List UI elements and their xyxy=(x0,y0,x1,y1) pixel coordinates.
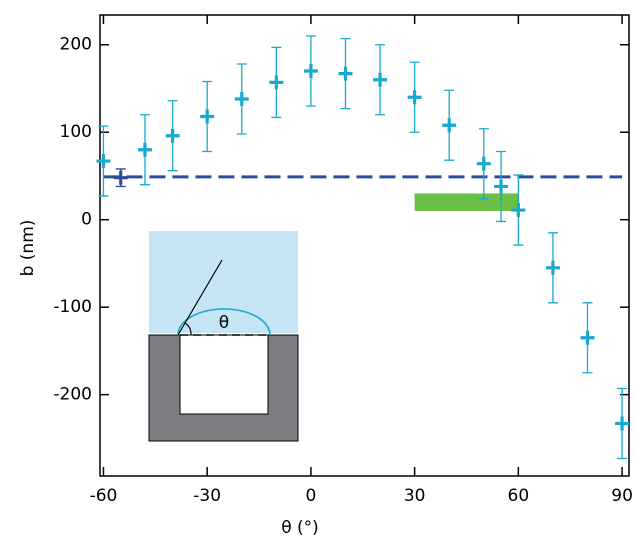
band xyxy=(414,193,519,211)
point xyxy=(338,66,353,81)
y-tick-label: -200 xyxy=(53,385,92,405)
inset-liquid xyxy=(149,231,298,333)
point xyxy=(615,416,630,431)
inset-angle xyxy=(184,322,192,336)
point xyxy=(234,91,249,106)
x-tick-label: 90 xyxy=(611,486,633,506)
point xyxy=(137,142,152,157)
x-tick-label: 0 xyxy=(305,486,316,506)
y-tick-label: 200 xyxy=(60,35,92,55)
plot-frame xyxy=(99,14,630,477)
x-tick-label: -60 xyxy=(90,486,118,506)
point xyxy=(200,109,215,124)
y-axis-label: b (nm) xyxy=(18,220,38,277)
x-axis-label: θ (°) xyxy=(281,518,319,538)
point xyxy=(373,72,388,87)
point xyxy=(545,260,560,275)
y-tick-label: 100 xyxy=(60,122,92,142)
inset-tangent xyxy=(177,259,223,336)
point xyxy=(580,330,595,345)
point xyxy=(442,118,457,133)
point xyxy=(113,170,128,185)
point xyxy=(269,75,284,90)
y-tick-label: -100 xyxy=(53,297,92,317)
inset-label: θ xyxy=(219,313,229,333)
point xyxy=(303,63,318,78)
x-tick-label: 60 xyxy=(508,486,530,506)
point xyxy=(476,156,491,171)
x-tick-label: 30 xyxy=(404,486,426,506)
point xyxy=(407,90,422,105)
x-tick-label: -30 xyxy=(193,486,221,506)
inset-solid xyxy=(148,334,299,442)
point xyxy=(511,203,526,218)
point xyxy=(494,179,509,194)
y-tick-label: 0 xyxy=(81,210,92,230)
point xyxy=(165,128,180,143)
point xyxy=(96,154,111,169)
inset-meniscus xyxy=(177,308,271,336)
